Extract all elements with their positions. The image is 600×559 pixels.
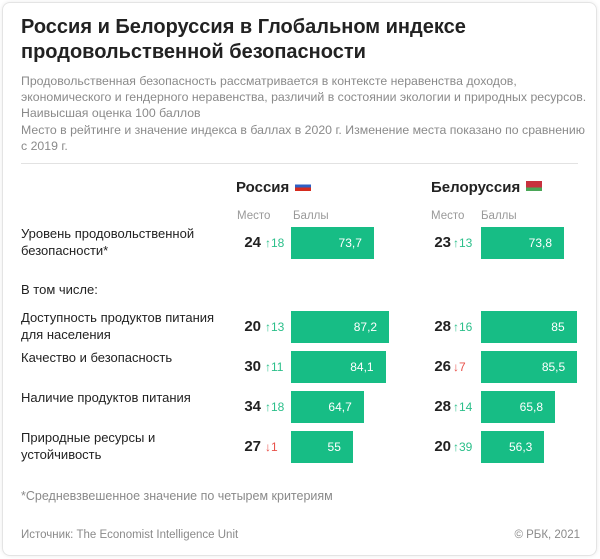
rank-change-up: ↑14 <box>453 400 473 414</box>
score-bar: 55 <box>291 431 353 463</box>
rank-change-down: ↓1 <box>265 440 278 454</box>
rank-value: 24 <box>244 234 261 251</box>
description: Продовольственная безопасность рассматри… <box>21 74 587 120</box>
row-label: Уровень продовольственной безопасности* <box>21 226 195 258</box>
col-rank-russia: Место <box>237 210 271 222</box>
country-russia: Россия <box>236 179 312 196</box>
col-score-russia: Баллы <box>293 210 329 222</box>
row-label: Наличие продуктов питания <box>21 390 191 405</box>
row-label: Качество и безопасность <box>21 350 173 365</box>
rank-value: 23 <box>434 234 451 251</box>
footnote: *Средневзвешенное значение по четырем кр… <box>21 489 333 503</box>
source: Источник: The Economist Intelligence Uni… <box>21 529 239 541</box>
row-label: Природные ресурсы и устойчивость <box>21 430 156 462</box>
rank-value: 34 <box>244 398 261 415</box>
belarus-flag-icon <box>526 181 543 191</box>
page-title: Россия и Белоруссия в Глобальном индексе… <box>21 16 466 63</box>
subheading: В том числе: <box>21 282 98 297</box>
score-bar: 64,7 <box>291 391 364 423</box>
score-bar: 85 <box>481 311 577 343</box>
rank-change-up: ↑11 <box>265 360 284 374</box>
copyright: © РБК, 2021 <box>514 529 580 541</box>
rank-value: 28 <box>434 398 451 415</box>
score-bar: 87,2 <box>291 311 390 343</box>
rank-value: 30 <box>244 358 261 375</box>
score-bar: 85,5 <box>481 351 578 383</box>
score-bar: 84,1 <box>291 351 386 383</box>
rank-change-up: ↑18 <box>265 400 285 414</box>
rank-change-up: ↑13 <box>453 236 473 250</box>
rank-change-up: ↑16 <box>453 320 473 334</box>
method-note: Место в рейтинге и значение индекса в ба… <box>21 123 585 153</box>
rank-value: 27 <box>244 438 261 455</box>
score-bar: 73,7 <box>291 227 374 259</box>
rank-change-down: ↓7 <box>453 360 466 374</box>
row-label: Доступность продуктов питания для населе… <box>21 310 215 342</box>
country-belarus: Белоруссия <box>431 179 543 196</box>
rank-value: 20 <box>244 318 261 335</box>
rank-change-up: ↑18 <box>265 236 285 250</box>
rank-value: 26 <box>434 358 451 375</box>
score-bar: 65,8 <box>481 391 556 423</box>
divider <box>21 163 578 164</box>
col-rank-belarus: Место <box>431 210 465 222</box>
rank-change-up: ↑13 <box>265 320 285 334</box>
rank-value: 28 <box>434 318 451 335</box>
col-score-belarus: Баллы <box>481 210 517 222</box>
score-bar: 56,3 <box>481 431 545 463</box>
russia-flag-icon <box>295 181 312 191</box>
rank-change-up: ↑39 <box>453 440 473 454</box>
rank-value: 20 <box>434 438 451 455</box>
score-bar: 73,8 <box>481 227 565 259</box>
